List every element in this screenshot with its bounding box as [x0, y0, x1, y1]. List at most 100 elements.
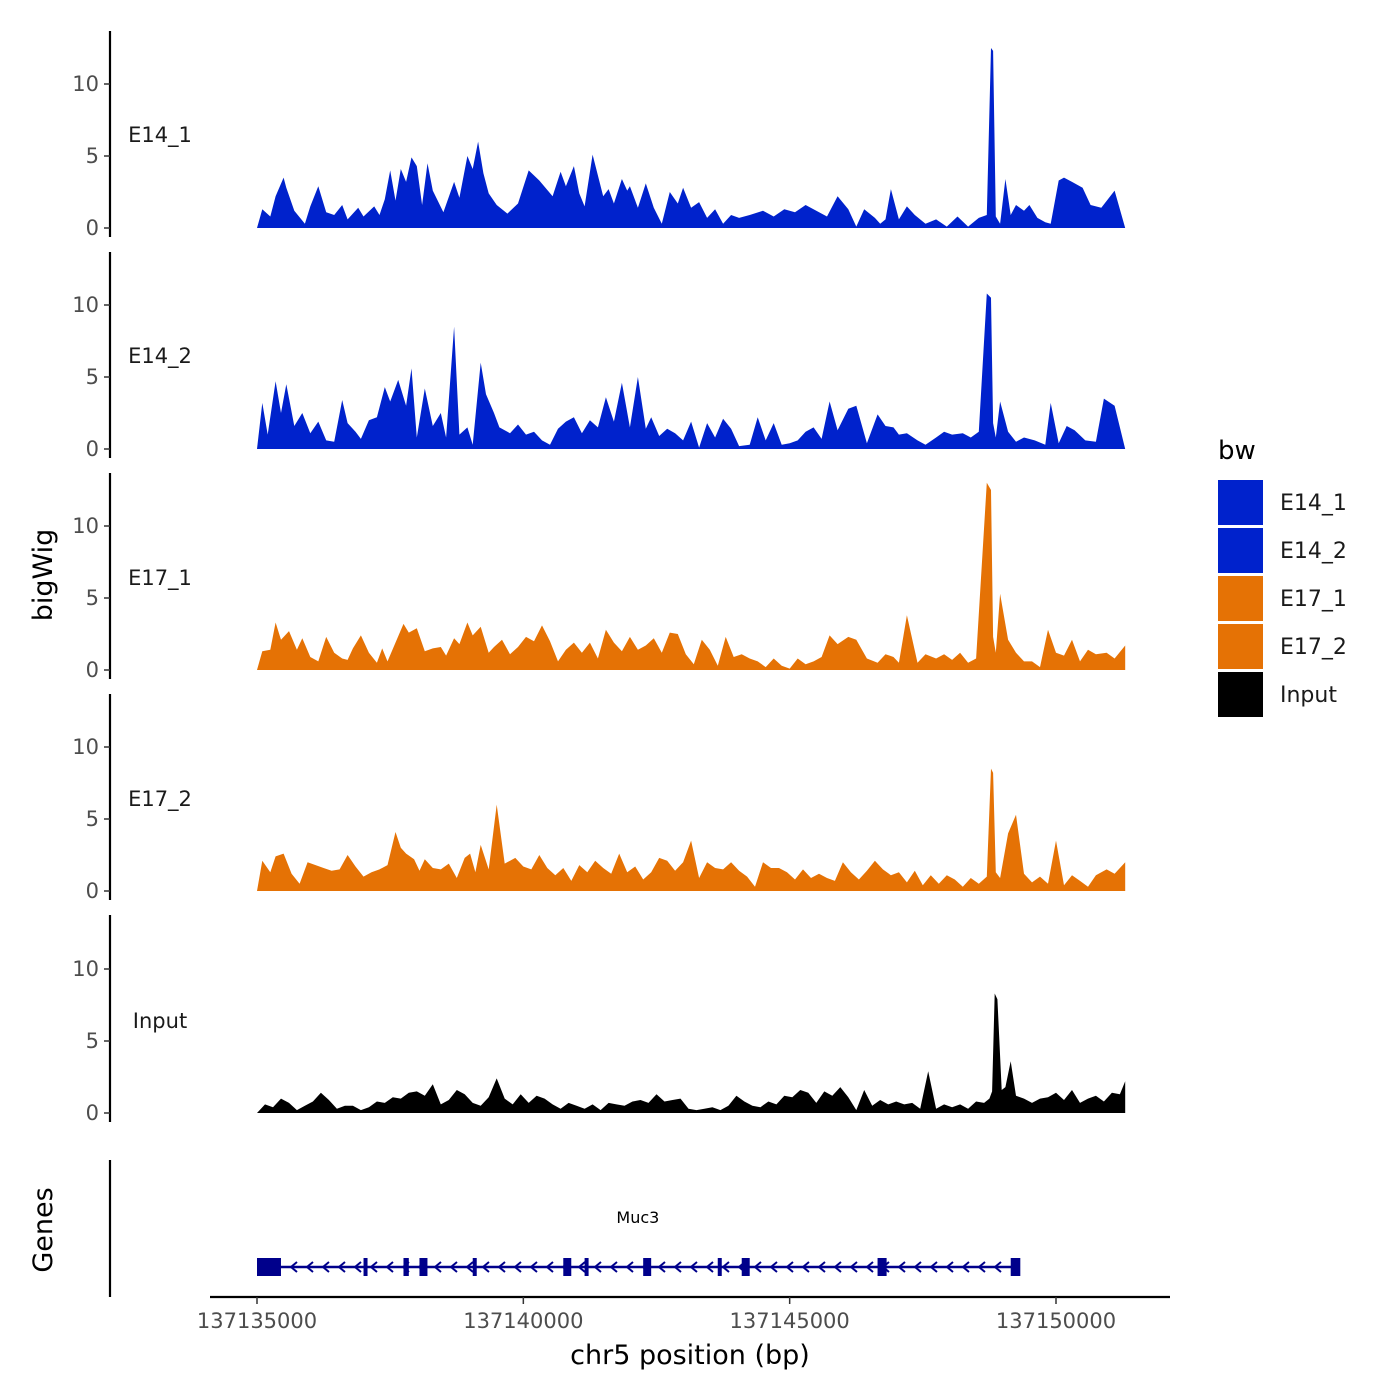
coverage-area-Input: [257, 993, 1126, 1113]
gene-exon: [717, 1258, 722, 1276]
strand-arrow: [833, 1261, 842, 1273]
gene-exon: [563, 1258, 572, 1276]
legend-label: E14_1: [1280, 491, 1347, 516]
legend-key-E14_2: [1218, 528, 1263, 573]
strand-arrow: [961, 1261, 970, 1273]
gene-track: Muc3: [108, 1160, 1021, 1297]
legend-label: E17_1: [1280, 587, 1347, 612]
track-label: E17_2: [128, 787, 192, 812]
legend-key-E14_1: [1218, 480, 1263, 525]
strand-arrow: [625, 1261, 634, 1273]
strand-arrow: [897, 1261, 906, 1273]
strand-arrow: [321, 1261, 330, 1273]
gene-exon: [257, 1258, 281, 1276]
track-label: E14_1: [128, 123, 192, 148]
y-tick-label: 0: [86, 216, 99, 240]
x-axis: 137135000 137140000 137145000 137150000: [197, 1295, 1170, 1333]
strand-arrow: [545, 1261, 554, 1273]
legend-key-E17_1: [1218, 576, 1263, 621]
strand-arrow: [689, 1261, 698, 1273]
strand-arrow: [785, 1261, 794, 1273]
x-tick-label: 137135000: [197, 1309, 317, 1333]
coverage-area-E14_1: [257, 48, 1126, 228]
track-E17_2: 0 5 10 E17_2: [72, 694, 1126, 903]
legend-key-E17_2: [1218, 624, 1263, 669]
y-tick-label: 0: [86, 1101, 99, 1125]
x-tick-label: 137150000: [996, 1309, 1116, 1333]
track-label: Input: [133, 1009, 187, 1033]
strand-arrow: [721, 1261, 730, 1273]
track-E14_1: 0 5 10 E14_1: [72, 31, 1126, 240]
strand-arrow: [849, 1261, 858, 1273]
legend-title: bw: [1218, 436, 1256, 466]
y-tick-label: 10: [72, 293, 99, 317]
y-tick-label: 0: [86, 658, 99, 682]
strand-arrow: [529, 1261, 538, 1273]
strand-arrow: [385, 1261, 394, 1273]
strand-arrow: [289, 1261, 298, 1273]
strand-arrow: [993, 1261, 1002, 1273]
strand-arrow: [817, 1261, 826, 1273]
strand-arrow: [673, 1261, 682, 1273]
legend-label: Input: [1280, 683, 1337, 708]
gene-exon: [1010, 1258, 1021, 1276]
x-axis-title: chr5 position (bp): [570, 1340, 810, 1371]
gene-exon: [877, 1258, 887, 1276]
strand-arrow: [305, 1261, 314, 1273]
strand-arrow: [977, 1261, 986, 1273]
strand-arrow: [657, 1261, 666, 1273]
strand-arrow: [753, 1261, 762, 1273]
coverage-area-E17_2: [257, 768, 1126, 891]
track-Input: 0 5 10 Input: [72, 915, 1126, 1125]
strand-arrow: [465, 1261, 474, 1273]
gene-exon: [643, 1258, 652, 1276]
coverage-tracks: 0 5 10 E14_1 0 5 10 E14_2 0 5 10 E17_1 0 5 10 E17_2 0 5 10…: [72, 31, 1126, 1125]
strand-arrow: [865, 1261, 874, 1273]
legend-key-Input: [1218, 672, 1263, 717]
x-tick-label: 137140000: [463, 1309, 583, 1333]
y-tick-label: 5: [86, 144, 99, 168]
strand-arrow: [913, 1261, 922, 1273]
strand-arrow: [369, 1261, 378, 1273]
strand-arrow: [945, 1261, 954, 1273]
y-tick-label: 0: [86, 437, 99, 461]
y-tick-label: 0: [86, 879, 99, 903]
x-tick-label: 137145000: [730, 1309, 850, 1333]
y-tick-label: 5: [86, 365, 99, 389]
strand-arrow: [609, 1261, 618, 1273]
gene-exon: [472, 1258, 477, 1276]
gene-exon: [741, 1258, 750, 1276]
gene-label: Muc3: [616, 1208, 659, 1227]
strand-arrow: [929, 1261, 938, 1273]
strand-arrow: [337, 1261, 346, 1273]
y-axis-title: bigWig: [28, 529, 59, 622]
y-tick-label: 5: [86, 807, 99, 831]
strand-arrow: [593, 1261, 602, 1273]
gene-exon: [419, 1258, 428, 1276]
y-tick-label: 10: [72, 957, 99, 981]
gene-exon: [584, 1258, 589, 1276]
y-tick-label: 5: [86, 586, 99, 610]
track-E17_1: 0 5 10 E17_1: [72, 473, 1126, 682]
strand-arrow: [449, 1261, 458, 1273]
strand-arrow: [481, 1261, 490, 1273]
legend-label: E14_2: [1280, 539, 1347, 564]
track-label: E17_1: [128, 566, 192, 591]
legend: bw E14_1 E14_2 E17_1 E17_2 Input: [1218, 436, 1347, 717]
y-tick-label: 10: [72, 735, 99, 759]
strand-arrow: [705, 1261, 714, 1273]
y-tick-label: 5: [86, 1029, 99, 1053]
y-tick-label: 10: [72, 72, 99, 96]
strand-arrow: [769, 1261, 778, 1273]
legend-label: E17_2: [1280, 635, 1347, 660]
strand-arrow: [513, 1261, 522, 1273]
track-E14_2: 0 5 10 E14_2: [72, 252, 1126, 461]
strand-arrow: [497, 1261, 506, 1273]
gene-exon: [363, 1258, 368, 1276]
gene-Muc3: Muc3: [257, 1208, 1021, 1276]
strand-arrow: [353, 1261, 362, 1273]
coverage-area-E14_2: [257, 293, 1126, 449]
gene-exon: [403, 1258, 409, 1276]
y-tick-label: 10: [72, 514, 99, 538]
